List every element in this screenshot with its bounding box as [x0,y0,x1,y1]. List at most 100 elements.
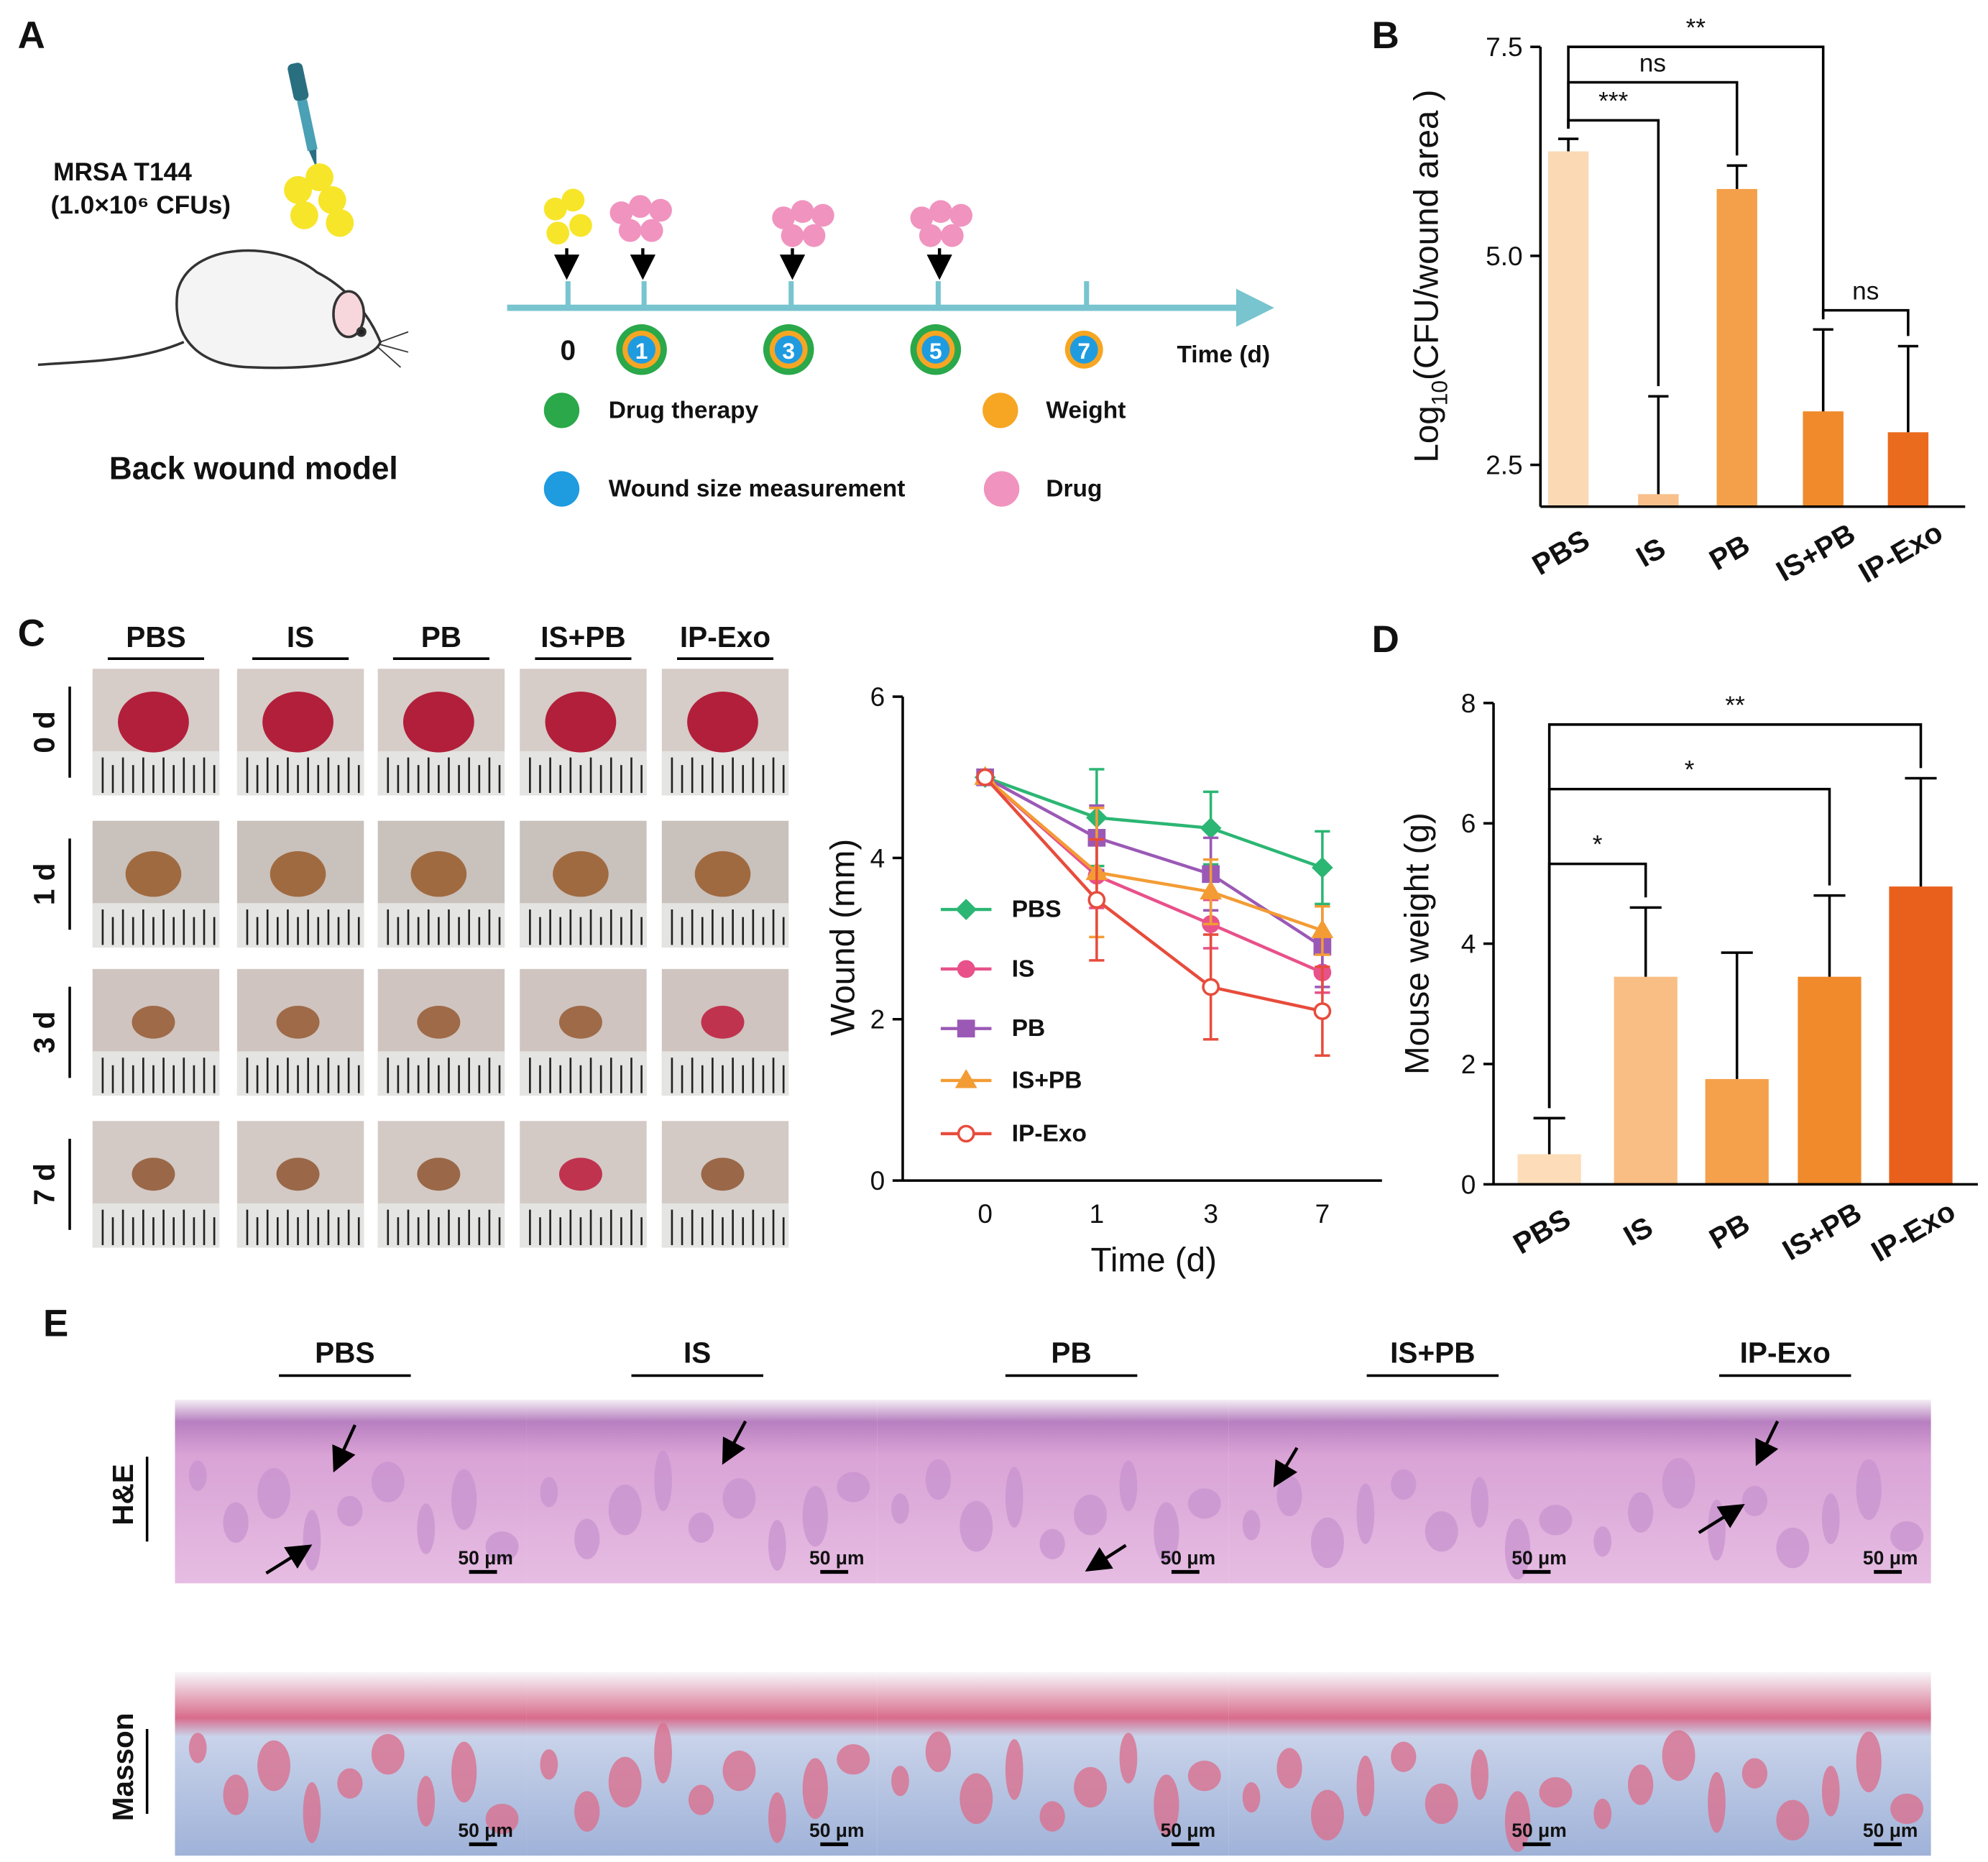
bar [1614,976,1678,1185]
bar [1705,1078,1769,1185]
marker [1311,919,1334,938]
y-tick-label: 4 [1461,929,1476,959]
scale-bar-label: 50 μm [1511,1820,1566,1841]
tissue-structure [540,1477,558,1508]
tissue-structure [303,1510,321,1571]
tissue-structure [1425,1783,1458,1825]
wound [701,1005,745,1039]
photo-column-label: IS+PB [540,620,625,653]
x-tick-label: PBS [1507,1202,1575,1260]
x-tick-label: 0 [977,1198,993,1229]
x-tick-label: IS+PB [1777,1196,1867,1267]
wound-photo [661,968,789,1096]
ruler [377,1203,505,1248]
wound-photo [520,669,647,796]
significance-label: ns [1852,278,1879,306]
ruler [377,751,505,796]
tissue-structure [1504,1518,1531,1580]
legend-symbol [957,1019,975,1037]
tissue-structure [1074,1495,1107,1536]
tissue-structure [417,1503,436,1554]
tissue-structure [1425,1510,1458,1552]
bar [1887,432,1929,507]
inoculum-label: MRSA T144 [53,158,192,186]
series-line [984,776,1323,869]
tissue-structure [688,1512,714,1543]
error-bar [1648,395,1669,495]
histology-group-label: PB [1051,1336,1091,1370]
tissue-structure [1471,1749,1488,1800]
tissue-structure [188,1460,207,1491]
tissue-structure [768,1792,786,1843]
tissue-structure [1391,1469,1417,1500]
tissue-structure [722,1750,756,1792]
tissue-structure [485,1803,519,1835]
scale-bar-label: 50 μm [1161,1547,1215,1569]
ruler [236,903,364,948]
tissue-structure [891,1493,909,1524]
tissue-structure [802,1485,828,1547]
significance-bracket [1821,308,1910,336]
tissue-structure [1391,1741,1417,1772]
tissue-structure [1628,1764,1654,1805]
arrow [722,1420,747,1465]
wound [701,1157,745,1191]
legend-label: IP-Exo [1012,1120,1087,1147]
wound [687,692,758,753]
ruler [236,751,364,796]
significance-label: * [1593,831,1603,859]
x-tick-label: PB [1703,528,1755,577]
tissue-structure [688,1784,714,1815]
tissue-structure [891,1766,909,1797]
bar [1803,411,1844,507]
tissue-structure [451,1741,477,1803]
tissue-structure [1119,1733,1138,1784]
tissue-structure [1539,1505,1573,1536]
marker [976,768,994,786]
x-tick-label: 1 [1090,1198,1105,1229]
ruler [377,1051,505,1096]
tissue-structure [1276,1475,1302,1516]
x-tick-label: 3 [1203,1198,1218,1229]
legend-label: Wound size measurement [609,476,906,503]
wound [118,692,189,753]
tissue-structure [574,1518,600,1559]
wound [125,851,182,897]
wound-photo [661,1121,789,1248]
wound [132,1157,175,1191]
y-tick-label: 0 [1461,1169,1476,1199]
error-bar [1721,951,1753,1079]
photo-row-label: 1 d [28,863,61,906]
tissue-structure [1276,1748,1302,1789]
tissue-structure [540,1749,558,1780]
tissue-structure [1593,1526,1612,1557]
wound-photo [236,820,364,948]
tissue-structure [837,1744,870,1775]
ruler [661,903,789,948]
tissue-structure [925,1731,952,1772]
marker [1313,1002,1332,1020]
ruler [520,1051,647,1096]
inoculum-label: (1.0×10⁶ CFUs) [51,191,231,219]
tissue-structure [1856,1731,1882,1793]
wound-photo [661,669,789,796]
error-bar [1905,776,1937,887]
timeline-day: 0 [560,336,576,367]
wound-photo [236,1121,364,1248]
arrow [1698,1503,1745,1534]
marker [1202,978,1220,996]
tissue-structure [1356,1756,1375,1817]
photo-column-label: PB [421,620,461,653]
series-line [984,776,1323,932]
y-tick-label: 6 [870,682,885,712]
tissue-structure [1890,1793,1924,1825]
bar [1716,188,1757,507]
photo-column-label: PBS [126,620,185,653]
scale-bar-label: 50 μm [809,1820,864,1841]
arrow [332,1424,356,1473]
timeline-axis-label: Time (d) [1177,341,1270,368]
legend-label: Drug therapy [609,397,759,423]
tissue-structure [1119,1460,1138,1511]
scale-bar-label: 50 μm [1863,1820,1918,1841]
